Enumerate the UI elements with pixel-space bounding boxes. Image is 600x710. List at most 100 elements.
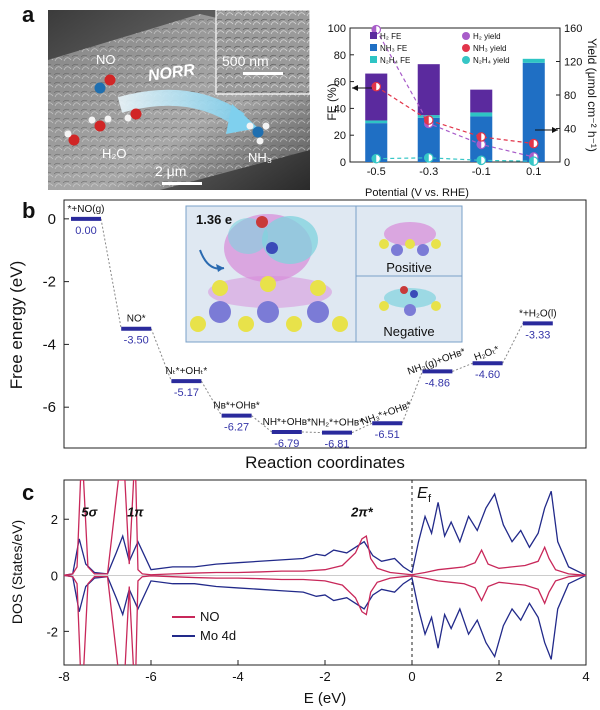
y-axis-label: DOS (States/eV): [9, 520, 25, 624]
negative-lobe: [384, 288, 436, 308]
hydrogen-atom-icon: [262, 122, 270, 130]
level-connector: [452, 362, 473, 372]
sulfur-atom-icon: [238, 316, 254, 332]
legend: NO Mo 4d: [172, 609, 236, 643]
bar-h2-fe: [470, 89, 493, 113]
y2-tick-label: 120: [564, 57, 582, 69]
panel-label-a: a: [22, 2, 35, 27]
y-tick-label: 100: [328, 23, 346, 35]
dos-spin-down-no_dos: [64, 574, 586, 665]
level-connector: [100, 218, 122, 329]
inset-negative-label: Negative: [383, 324, 434, 339]
y-axis-label: Free energy (eV): [7, 261, 26, 390]
x-tick-label: -6: [145, 669, 157, 684]
inset-positive-label: Positive: [386, 260, 432, 275]
energy-value: -4.86: [425, 377, 450, 389]
level-label: Nʙ*+OHʙ*: [213, 401, 260, 412]
y2-axis-label: Yield (μmol cm⁻² h⁻¹): [585, 38, 599, 152]
oxygen-atom-icon: [130, 108, 142, 120]
yield-point-fill-nh3_yield: [424, 115, 429, 125]
hydrogen-atom-icon: [64, 130, 72, 138]
yield-point-fill-nh3_yield: [477, 132, 482, 142]
x-axis-label: Potential (V vs. RHE): [365, 187, 469, 199]
right-axis-arrow-icon: [552, 127, 558, 133]
sulfur-atom-icon: [212, 280, 228, 296]
dos-chart: -8 -6 -4 -2 0 2 4 2 0 -2 E f 5σ 1π 2π* E (eV) DOS (Sta…: [9, 479, 590, 707]
x-axis-label: Reaction coordinates: [245, 453, 405, 472]
yield-point-fill-h2_yield: [477, 140, 482, 149]
nitrogen-atom-icon: [252, 126, 264, 138]
x-tick-label: -0.3: [419, 166, 438, 178]
molybdenum-atom-icon: [257, 301, 279, 323]
legend-h2-fe: H₂ FE: [380, 32, 401, 41]
fe-yield-chart: 0 20 40 60 80 100 0 40 80 120 160 -0.5 -0.3 -0.1 0.1 P…: [325, 23, 599, 199]
sem-micrograph: NO H₂O NH₃ NORR 500 nm 2 μm: [48, 9, 311, 190]
bar-nh3-fe: [522, 62, 545, 163]
inset-scale-bar: [243, 72, 283, 75]
molybdenum-atom-icon: [391, 244, 403, 256]
y-tick-label: -2: [43, 274, 56, 291]
yield-point-fill-n2h4_yield: [477, 156, 482, 165]
energy-value: -6.27: [224, 422, 249, 434]
fermi-subscript: f: [428, 493, 432, 505]
nitrogen-atom-icon: [266, 242, 278, 254]
energy-value: -6.51: [375, 429, 400, 441]
y-tick-label: 20: [334, 130, 346, 142]
level-label: NH₂*+OHʙ*: [311, 418, 363, 429]
yield-point-fill-nh3_yield: [529, 139, 534, 148]
legend-swatch-h2-fe: [370, 32, 377, 39]
hydrogen-atom-icon: [104, 115, 112, 123]
energy-value: -6.79: [274, 438, 299, 450]
legend-marker-n2h4-yield: [462, 56, 470, 64]
energy-value: 0.00: [75, 225, 96, 237]
x-tick-label: 0.1: [526, 166, 541, 178]
x-tick-label: -2: [319, 669, 331, 684]
oxygen-atom-icon: [94, 120, 106, 132]
oxygen-atom-icon: [68, 134, 80, 146]
sulfur-atom-icon: [431, 239, 441, 249]
molybdenum-atom-icon: [307, 301, 329, 323]
x-tick-label: -0.1: [472, 166, 491, 178]
peak-label: 1π: [127, 504, 144, 519]
legend-nh3-yield: NH₃ yield: [473, 44, 507, 53]
panel-label-b: b: [22, 198, 35, 223]
label-h2o: H₂O: [102, 146, 127, 161]
charge-lobe: [208, 276, 332, 308]
x-tick-label: -4: [232, 669, 244, 684]
charge-density-inset: 1.36 e Positive Negative: [185, 205, 463, 343]
level-label: *+NO(g): [68, 204, 105, 215]
nitrogen-atom-icon: [410, 290, 418, 298]
peak-label: 2π*: [350, 504, 373, 519]
main-scale-bar: [162, 182, 202, 185]
yield-point-fill-n2h4_yield: [529, 156, 534, 166]
y-tick-label: -2: [46, 624, 58, 639]
yield-point-fill-h2_yield: [372, 25, 377, 34]
x-tick-label: 4: [582, 669, 589, 684]
legend-no: NO: [200, 609, 220, 624]
dos-spin-up-no_dos: [64, 480, 586, 576]
y-tick-label: -6: [43, 399, 56, 416]
sulfur-atom-icon: [379, 239, 389, 249]
bar-n2h4-fe: [522, 58, 545, 63]
level-label: NH*+OHʙ*: [263, 417, 311, 428]
legend-n2h4-fe: N₂H₄ FE: [380, 56, 410, 65]
level-connector: [150, 328, 172, 382]
legend-marker-h2-yield: [462, 32, 470, 40]
sulfur-atom-icon: [332, 316, 348, 332]
sulfur-atom-icon: [190, 316, 206, 332]
bar-n2h4-fe: [365, 120, 388, 124]
bar-h2-fe: [417, 64, 440, 116]
fermi-label: E: [417, 485, 428, 502]
sulfur-atom-icon: [431, 301, 441, 311]
yield-point-fill-n2h4_yield: [372, 154, 377, 163]
level-label: *+H₂O(l): [519, 308, 557, 319]
bar-h2-fe: [365, 73, 388, 121]
legend: H₂ FE H₂ yield NH₃ FE NH₃ yield N₂H₄ FE …: [370, 32, 510, 65]
inset-scale-label: 500 nm: [222, 53, 269, 69]
peak-label: 5σ: [81, 504, 98, 519]
x-tick-label: -8: [58, 669, 70, 684]
left-axis-arrow-icon: [352, 85, 358, 91]
x-tick-label: 2: [495, 669, 502, 684]
bar-nh3-fe: [365, 123, 388, 162]
energy-value: -5.17: [174, 387, 199, 399]
